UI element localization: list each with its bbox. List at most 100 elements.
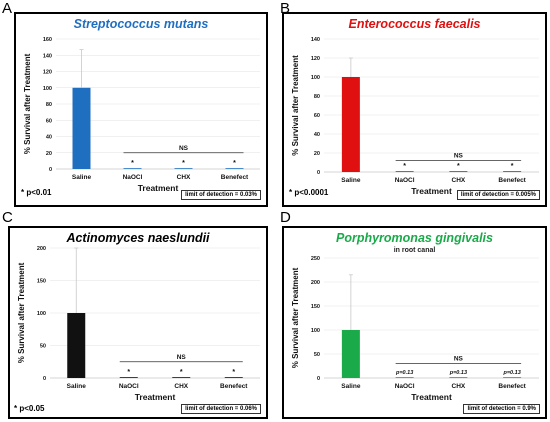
- significance-marker: *: [403, 163, 406, 170]
- panel-title: Actinomyces naeslundii: [66, 231, 210, 245]
- y-tick-label: 60: [46, 118, 52, 124]
- x-axis-label: Treatment: [411, 186, 452, 196]
- panel-title: Enterococcus faecalis: [348, 17, 481, 31]
- chart-panel-c: Actinomyces naeslundii 0 50 100 150 200 % Sur…: [8, 226, 268, 419]
- y-tick-label: 200: [311, 280, 320, 286]
- significance-marker: *: [180, 369, 183, 376]
- y-tick-label: 0: [317, 170, 320, 176]
- x-tick-label: Benefect: [498, 383, 526, 390]
- x-tick-label: Saline: [341, 383, 361, 390]
- significance-marker: *: [511, 163, 514, 170]
- bar: [67, 313, 86, 378]
- bar-chart: 0 50 100 150 200 250 % Survival after Treatmen…: [291, 256, 539, 402]
- ns-label: NS: [179, 145, 189, 152]
- y-tick-label: 140: [43, 53, 52, 59]
- y-tick-label: 80: [46, 102, 52, 108]
- ns-label: NS: [177, 354, 187, 361]
- bar: [449, 171, 468, 172]
- bar: [174, 168, 193, 169]
- panel-label-a: A: [2, 0, 13, 17]
- bar: [123, 168, 142, 169]
- y-tick-label: 100: [311, 328, 320, 334]
- significance-marker: p=0.13: [395, 370, 413, 376]
- bar: [503, 171, 522, 172]
- x-tick-label: CHX: [452, 383, 466, 390]
- x-tick-label: Saline: [72, 174, 92, 181]
- y-tick-label: 160: [43, 37, 52, 43]
- significance-marker: p=0.13: [449, 370, 467, 376]
- y-tick-label: 40: [46, 135, 52, 141]
- significance-marker: *: [127, 369, 130, 376]
- x-tick-label: Saline: [67, 383, 87, 390]
- bar: [449, 377, 468, 378]
- x-tick-label: CHX: [174, 383, 188, 390]
- y-tick-label: 100: [311, 75, 320, 81]
- y-axis-label: % Survival after Treatment: [23, 53, 32, 154]
- significance-marker: *: [457, 163, 460, 170]
- y-tick-label: 40: [314, 132, 320, 138]
- panel-subtitle: in root canal: [393, 247, 436, 254]
- ns-label: NS: [454, 153, 464, 160]
- y-axis-label: % Survival after Treatment: [291, 267, 300, 368]
- y-tick-label: 120: [311, 56, 320, 62]
- bar: [341, 330, 360, 378]
- y-tick-label: 150: [37, 279, 46, 285]
- y-tick-label: 50: [40, 344, 46, 350]
- chart-panel-b: Enterococcus faecalis 0 20 40 60 80 100 120 140…: [282, 12, 547, 207]
- x-tick-label: Benefect: [221, 174, 249, 181]
- limit-of-detection-box: limit of detection = 0.03%: [181, 190, 261, 200]
- p-value-note: * p<0.01: [21, 188, 52, 197]
- y-tick-label: 100: [37, 311, 46, 317]
- bar: [119, 377, 138, 378]
- panel-title: Porphyromonas gingivalis: [336, 231, 493, 245]
- ns-label: NS: [454, 356, 464, 363]
- panel-title: Streptococcus mutans: [73, 17, 209, 31]
- x-tick-label: Benefect: [498, 177, 526, 184]
- bar: [224, 377, 243, 378]
- bar-chart: 0 50 100 150 200 % Survival after Treatment Sa…: [17, 246, 260, 402]
- x-tick-label: Saline: [341, 177, 361, 184]
- x-tick-label: NaOCl: [119, 383, 139, 390]
- y-tick-label: 0: [49, 167, 52, 173]
- bar-chart: 0 20 40 60 80 100 120 140 % Survival after Treat…: [291, 37, 539, 196]
- x-tick-label: NaOCl: [395, 177, 415, 184]
- p-value-note: * p<0.05: [14, 404, 45, 413]
- significance-marker: *: [233, 160, 236, 167]
- y-tick-label: 20: [46, 151, 52, 157]
- y-tick-label: 0: [43, 376, 46, 382]
- chart-panel-a: Streptococcus mutans 0 20 40 60 80 100 120 140 1…: [14, 12, 268, 207]
- bar-chart: 0 20 40 60 80 100 120 140 160 % Survival after Tr…: [23, 37, 260, 193]
- x-axis-label: Treatment: [411, 392, 452, 402]
- y-axis-label: % Survival after Treatment: [17, 262, 26, 363]
- x-tick-label: NaOCl: [123, 174, 143, 181]
- y-tick-label: 0: [317, 376, 320, 382]
- panel-label-c: C: [2, 209, 13, 226]
- x-tick-label: Benefect: [220, 383, 248, 390]
- significance-marker: *: [182, 160, 185, 167]
- limit-of-detection-box: limit of detection = 0.06%: [181, 404, 261, 414]
- x-tick-label: CHX: [177, 174, 191, 181]
- limit-of-detection-box: limit of detection = 0.005%: [456, 190, 540, 200]
- y-tick-label: 50: [314, 352, 320, 358]
- bar: [395, 171, 414, 172]
- y-tick-label: 140: [311, 37, 320, 43]
- panel-label-b: B: [280, 0, 291, 17]
- y-tick-label: 100: [43, 86, 52, 92]
- p-value-note: * p<0.0001: [289, 188, 329, 197]
- y-tick-label: 20: [314, 151, 320, 157]
- y-tick-label: 150: [311, 304, 320, 310]
- bar: [72, 87, 91, 169]
- x-axis-label: Treatment: [135, 392, 176, 402]
- panel-label-d: D: [280, 209, 291, 226]
- limit-of-detection-box: limit of detection = 0.9%: [463, 404, 540, 414]
- bar: [395, 377, 414, 378]
- x-tick-label: NaOCl: [395, 383, 415, 390]
- bar: [225, 168, 244, 169]
- x-axis-label: Treatment: [138, 183, 179, 193]
- y-tick-label: 120: [43, 70, 52, 76]
- bar: [172, 377, 191, 378]
- y-tick-label: 60: [314, 113, 320, 119]
- significance-marker: *: [131, 160, 134, 167]
- y-tick-label: 80: [314, 94, 320, 100]
- significance-marker: *: [232, 369, 235, 376]
